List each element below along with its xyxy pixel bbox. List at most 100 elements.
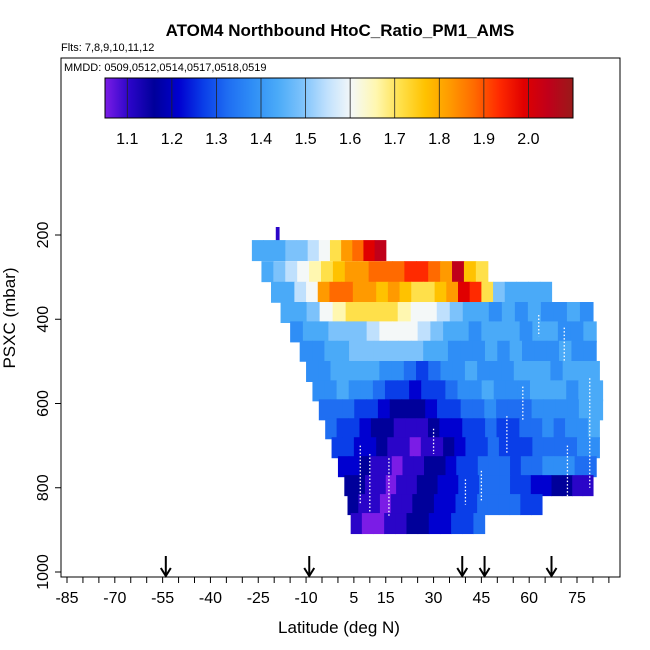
heatmap-cell: [410, 302, 425, 324]
heatmap-cell: [545, 321, 559, 343]
heatmap-cell: [565, 418, 578, 440]
heatmap-cell: [562, 360, 576, 382]
heatmap-cell: [458, 281, 471, 303]
heatmap-cell: [296, 240, 309, 262]
heatmap-cell: [542, 456, 554, 478]
heatmap-cell: [373, 513, 385, 535]
heatmap-cell: [519, 399, 533, 421]
heatmap-cell: [312, 340, 325, 362]
heatmap-cell: [499, 456, 511, 478]
heatmap-cell: [462, 418, 475, 440]
heatmap-cell: [353, 321, 368, 343]
y-axis-label: PSXC (mbar): [0, 267, 19, 368]
heatmap-cell: [384, 380, 398, 402]
heatmap-cell: [379, 360, 393, 382]
heatmap-cell: [449, 302, 464, 324]
flight-arrows: [159, 556, 558, 578]
heatmap-cell: [462, 302, 477, 324]
heatmap-cell: [455, 494, 467, 516]
heatmap-cell: [397, 380, 410, 402]
x-tick-label: -55: [151, 590, 174, 607]
heatmap-cell: [452, 360, 466, 382]
heatmap-cell: [444, 494, 457, 516]
heatmap-cell: [520, 494, 532, 516]
heatmap-cell: [469, 380, 483, 402]
heatmap-cell: [519, 418, 532, 440]
heatmap-cell: [416, 261, 429, 283]
heatmap-cell: [393, 418, 406, 440]
x-tick-label: -25: [247, 590, 270, 607]
y-tick-label: 1000: [35, 554, 52, 590]
heatmap-cell: [391, 360, 405, 382]
heatmap-cell: [445, 380, 459, 402]
heatmap-cell: [481, 321, 495, 343]
heatmap-cell: [297, 261, 310, 283]
x-tick-label: 30: [425, 590, 443, 607]
heatmap-cell: [361, 513, 374, 535]
heatmap-cell: [421, 380, 434, 402]
heatmap-cell: [348, 456, 361, 478]
heatmap-cell: [457, 380, 471, 402]
heatmap-cell: [543, 437, 556, 459]
heatmap-cell: [349, 340, 363, 362]
heatmap-cell: [363, 240, 376, 262]
heatmap-cell: [379, 321, 393, 343]
heatmap-cell: [574, 456, 586, 478]
heatmap-cell: [420, 437, 433, 459]
heatmap-cell: [417, 513, 430, 535]
heatmap-cell: [396, 475, 408, 497]
heatmap-cell: [534, 340, 548, 362]
heatmap-cell: [330, 399, 344, 421]
heatmap-cell: [274, 240, 286, 262]
heatmap-cell: [563, 456, 576, 478]
heatmap-cell: [336, 340, 350, 362]
heatmap-cell: [430, 321, 444, 343]
heatmap-cell: [504, 281, 518, 303]
heatmap-cell: [514, 302, 529, 324]
heatmap-cell: [317, 281, 331, 303]
heatmap-cell: [319, 302, 334, 324]
heatmap-cell: [417, 321, 431, 343]
heatmap-cell: [329, 240, 342, 262]
heatmap-cell: [437, 399, 450, 421]
heatmap-cell: [312, 380, 326, 402]
x-axis-label: Latitude (deg N): [278, 618, 400, 637]
flights-note: Flts: 7,8,9,10,11,12: [61, 42, 154, 54]
heatmap-cell: [551, 475, 563, 497]
heatmap-cell: [341, 281, 354, 303]
heatmap-cell: [375, 475, 387, 497]
heatmap-cell: [439, 513, 452, 535]
heatmap-cell: [516, 281, 529, 303]
heatmap-cell: [325, 418, 338, 440]
plot-frame: [60, 57, 621, 578]
heatmap-cell: [345, 302, 360, 324]
heatmap-cell: [447, 340, 461, 362]
heatmap-cell: [341, 240, 353, 262]
heatmap-cell: [455, 321, 470, 343]
heatmap-cell: [389, 399, 403, 421]
heatmap-cell: [496, 418, 509, 440]
heatmap-cell: [485, 418, 498, 440]
heatmap-cell: [579, 302, 594, 324]
heatmap-cell: [370, 456, 382, 478]
heatmap-cell: [392, 261, 405, 283]
heatmap-cell: [590, 399, 604, 421]
heatmap-cell: [520, 475, 532, 497]
heatmap-cell: [531, 399, 544, 421]
heatmap-cell: [498, 494, 511, 516]
heatmap-cell: [398, 437, 411, 459]
heatmap-cell: [585, 456, 597, 478]
heatmap-cell: [406, 513, 419, 535]
heatmap-cell: [530, 475, 542, 497]
heatmap-cell: [293, 302, 308, 324]
heatmap-cell: [538, 360, 552, 382]
heatmap-cell: [462, 513, 475, 535]
heatmap-cell: [336, 418, 349, 440]
heatmap-cell: [566, 302, 581, 324]
heatmap-cell: [416, 418, 429, 440]
heatmap-cell: [590, 380, 604, 402]
heatmap-cell: [428, 513, 441, 535]
heatmap-cell: [401, 399, 414, 421]
heatmap-cell: [574, 360, 588, 382]
heatmap-cell: [520, 456, 533, 478]
